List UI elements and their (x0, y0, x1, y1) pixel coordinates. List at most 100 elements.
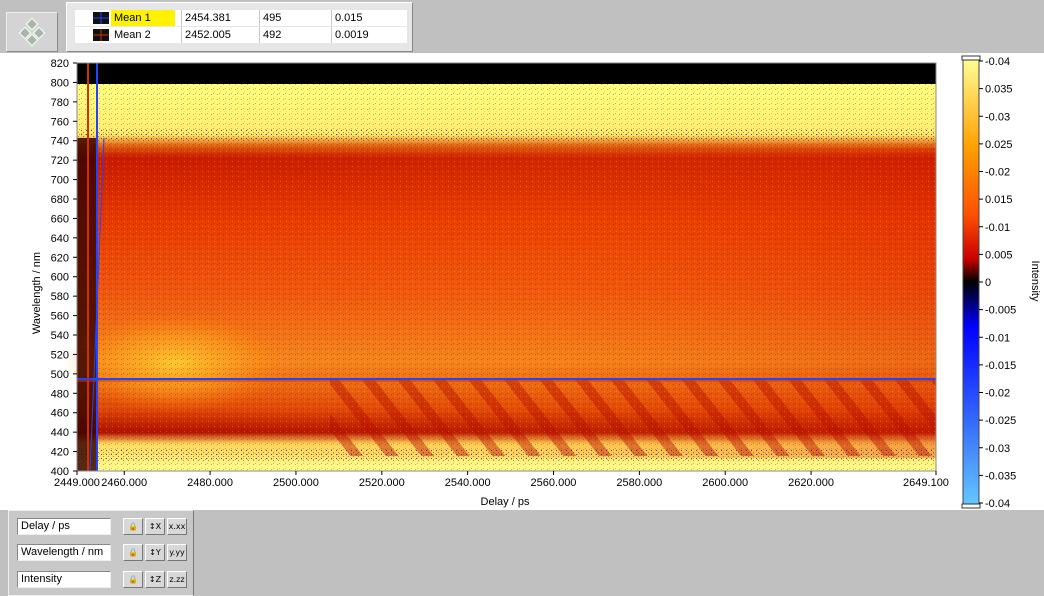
plot-frame-border (76, 62, 937, 472)
y-axis[interactable]: 820 800 780 760 740 720 700 680 660 640 620 600 580 5… (51, 58, 77, 478)
cursor-y-value[interactable]: 492 (259, 27, 331, 43)
crosshair-cursor-icon[interactable] (93, 12, 109, 24)
x-tick-label: 2460.000 (101, 477, 147, 489)
y-tick-label: 820 (51, 58, 69, 70)
y-tick-label: 780 (51, 97, 69, 109)
y-tick-label: 600 (51, 272, 69, 284)
x-tick-label: 2500.000 (273, 477, 319, 489)
y-tick-label: 440 (51, 427, 69, 439)
y-tick-label: 720 (51, 155, 69, 167)
scale-legend: Delay / ps 🔒 ↕X x.xx Wavelength / nm 🔒 ↕… (8, 510, 194, 596)
heatmap-top-band (77, 63, 936, 84)
y-tick-label: 760 (51, 116, 69, 128)
z-tick-label: 0 (985, 277, 991, 289)
y-tick-label: 640 (51, 233, 69, 245)
z-tick-label: -0.025 (985, 415, 1016, 427)
cursor-name[interactable]: Mean 1 (111, 10, 175, 26)
y-tick-label: 480 (51, 388, 69, 400)
heatmap-noise (77, 84, 936, 471)
x-axis-label: Delay / ps (481, 496, 530, 508)
x-tick-label: 2480.000 (187, 477, 233, 489)
y-axis-label: Wavelength / nm (31, 252, 43, 334)
cursor-z-value[interactable]: 0.015 (331, 10, 407, 26)
scale-legend-row-y: Wavelength / nm 🔒 ↕Y y.yy (17, 544, 193, 562)
z-tick-label: -0.03 (985, 111, 1010, 123)
format-x-button[interactable]: x.xx (167, 518, 187, 535)
format-z-button[interactable]: z.zz (167, 571, 187, 588)
x-tick-label: 2649.100 (903, 477, 949, 489)
y-tick-label: 700 (51, 175, 69, 187)
lock-icon[interactable]: 🔒 (123, 571, 143, 588)
heatmap-edge-noise-top (77, 130, 936, 141)
x-tick-label: 2580.000 (616, 477, 662, 489)
cursor-row-1[interactable]: Mean 1 2454.381 495 0.015 (75, 10, 407, 26)
z-tick-label: 0.025 (985, 139, 1013, 151)
z-tick-label: -0.02 (985, 167, 1010, 179)
x-tick-label: 2560.000 (531, 477, 577, 489)
intensity-graph[interactable]: 820 800 780 760 740 720 700 680 660 640 620 600 580 5… (0, 53, 958, 510)
colorbar-min-slider[interactable] (961, 503, 981, 509)
x-tick-label: 2540.000 (445, 477, 491, 489)
z-tick-label: 0.015 (985, 194, 1013, 206)
y-tick-label: 540 (51, 330, 69, 342)
crosshair-cursor-icon[interactable] (93, 29, 109, 41)
x-axis[interactable]: 2449.000 2460.000 2480.000 2500.000 2520.000… (54, 471, 949, 489)
x-tick-label: 2520.000 (359, 477, 405, 489)
cursor-x-value[interactable]: 2452.005 (181, 27, 259, 43)
x-tick-label: 2620.000 (788, 477, 834, 489)
colorbar-ramp[interactable] (962, 57, 980, 506)
y-tick-label: 800 (51, 77, 69, 89)
cursor-legend: Mean 1 2454.381 495 0.015 Mean 2 2452.00… (66, 2, 413, 52)
graph-palette-button[interactable] (6, 12, 58, 52)
cursor-row-2[interactable]: Mean 2 2452.005 492 0.0019 (75, 27, 407, 43)
scale-legend-row-z: Intensity 🔒 ↕Z z.zz (17, 571, 193, 589)
z-tick-label: -0.015 (985, 360, 1016, 372)
y-tick-label: 620 (51, 252, 69, 264)
cursor-mean1-trace (89, 137, 105, 472)
scale-name-x[interactable]: Delay / ps (17, 518, 111, 535)
y-tick-label: 580 (51, 291, 69, 303)
z-tick-label: -0.035 (985, 470, 1016, 482)
intensity-graph-svg[interactable]: 820 800 780 760 740 720 700 680 660 640 620 600 580 5… (0, 53, 958, 510)
colorbar-axis[interactable]: -0.04 0.035 -0.03 0.025 -0.02 0.015 -0.01 0.005… (979, 56, 1016, 510)
colorbar-panel: -0.04 0.035 -0.03 0.025 -0.02 0.015 -0.01 0.005… (958, 53, 1044, 510)
heatmap-image[interactable] (65, 63, 936, 471)
y-tick-label: 420 (51, 447, 69, 459)
x-tick-label: 2449.000 (54, 477, 100, 489)
move-graph-icon (18, 18, 46, 47)
y-tick-label: 460 (51, 408, 69, 420)
colorbar-svg[interactable]: -0.04 0.035 -0.03 0.025 -0.02 0.015 -0.01 0.005… (958, 53, 1044, 510)
heatmap-edge-noise-bottom (77, 450, 936, 462)
scale-name-z[interactable]: Intensity (17, 571, 111, 588)
cursor-x-value[interactable]: 2454.381 (181, 10, 259, 26)
y-tick-label: 680 (51, 194, 69, 206)
lock-icon[interactable]: 🔒 (123, 518, 143, 535)
cursor-z-value[interactable]: 0.0019 (331, 27, 407, 43)
z-tick-label: -0.01 (985, 332, 1010, 344)
colorbar-max-slider[interactable] (961, 55, 981, 61)
y-tick-label: 560 (51, 311, 69, 323)
format-y-button[interactable]: y.yy (167, 544, 187, 561)
colorbar-label: Intensity (1029, 261, 1041, 302)
lock-icon[interactable]: 🔒 (123, 544, 143, 561)
y-tick-label: 500 (51, 369, 69, 381)
autoscale-y-icon[interactable]: ↕Y (145, 544, 165, 561)
z-tick-label: -0.02 (985, 388, 1010, 400)
z-tick-label: -0.01 (985, 222, 1010, 234)
cursor-y-value[interactable]: 495 (259, 10, 331, 26)
y-tick-label: 400 (51, 466, 69, 478)
cursor-name[interactable]: Mean 2 (114, 29, 151, 41)
z-tick-label: -0.005 (985, 305, 1016, 317)
cursor-lines[interactable] (77, 63, 936, 472)
autoscale-x-icon[interactable]: ↕X (145, 518, 165, 535)
scale-name-y[interactable]: Wavelength / nm (17, 544, 111, 561)
z-tick-label: -0.04 (985, 498, 1010, 510)
z-tick-label: 0.005 (985, 249, 1013, 261)
y-tick-label: 520 (51, 349, 69, 361)
x-tick-label: 2600.000 (702, 477, 748, 489)
autoscale-z-icon[interactable]: ↕Z (145, 571, 165, 588)
y-tick-label: 740 (51, 136, 69, 148)
z-tick-label: -0.03 (985, 443, 1010, 455)
z-tick-label: 0.035 (985, 84, 1013, 96)
scale-legend-row-x: Delay / ps 🔒 ↕X x.xx (17, 518, 193, 536)
